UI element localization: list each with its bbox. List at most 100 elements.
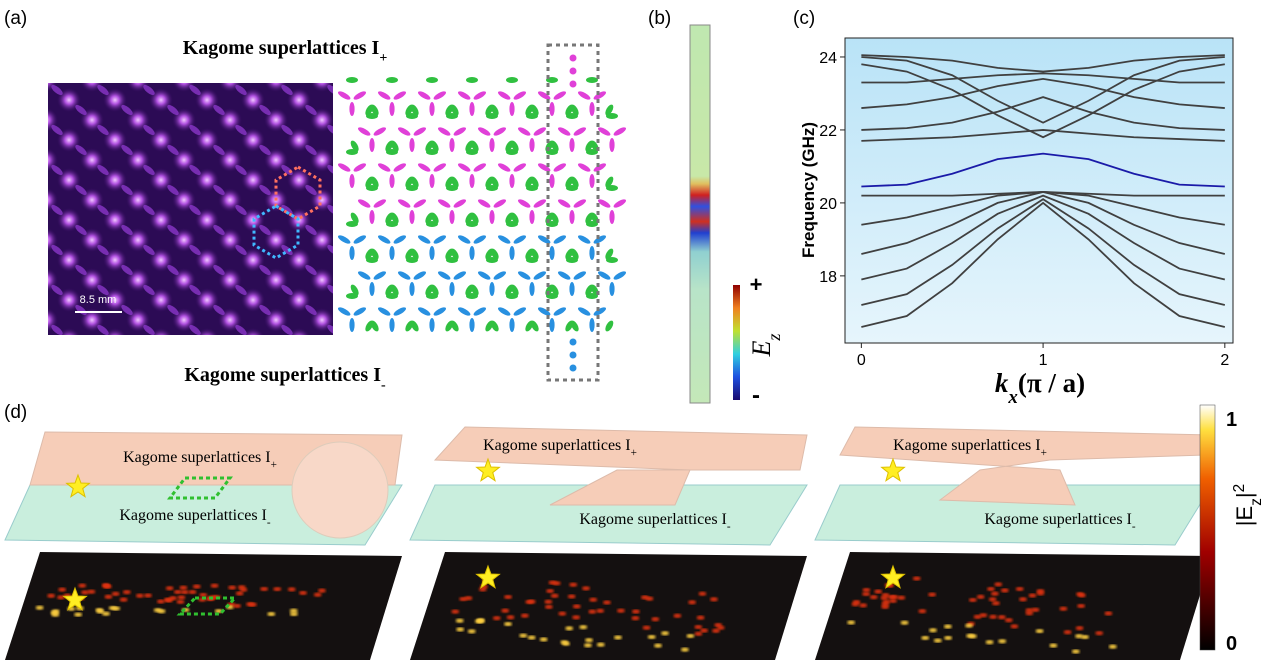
- hotspot: [544, 604, 553, 609]
- hotspot: [192, 584, 201, 589]
- hotspot: [928, 628, 937, 633]
- resonator: [398, 199, 411, 208]
- resonator: [426, 149, 438, 155]
- resonator: [530, 248, 539, 260]
- resonator: [353, 163, 366, 172]
- hotspot: [921, 635, 930, 640]
- y-axis-label: Frequency (GHz): [799, 122, 818, 258]
- hotspot: [156, 599, 165, 604]
- hotspot: [558, 611, 567, 616]
- hotspot: [994, 582, 1003, 587]
- label-main: |E: [1232, 506, 1257, 526]
- band-line: [861, 54, 1225, 73]
- resonator: [593, 307, 606, 316]
- hotspot: [1010, 624, 1019, 629]
- resonator: [489, 282, 495, 296]
- hotspot: [1035, 629, 1044, 634]
- hotspot: [246, 602, 255, 607]
- resonator: [430, 140, 439, 152]
- hotspot: [596, 642, 605, 647]
- resonator: [358, 271, 371, 280]
- resonator: [605, 104, 614, 116]
- resonator: [606, 113, 618, 119]
- resonator: [413, 127, 426, 136]
- hotspot: [527, 635, 536, 640]
- hotspot: [519, 633, 528, 638]
- hotspot: [651, 617, 660, 622]
- resonator: [513, 91, 526, 100]
- resonator: [490, 248, 499, 260]
- resonator: [426, 293, 438, 299]
- resonator: [518, 271, 531, 280]
- resonator: [609, 138, 615, 152]
- resonator: [509, 246, 515, 260]
- hotspot: [1059, 606, 1068, 611]
- resonator: [433, 91, 446, 100]
- hotspot: [273, 587, 282, 592]
- panel-d: Kagome superlattices I+ Kagome superlatti…: [4, 426, 1213, 660]
- resonator: [478, 271, 491, 280]
- hotspot: [74, 612, 83, 617]
- resonator: [570, 176, 579, 188]
- hotspot: [101, 611, 110, 616]
- hotspot: [35, 605, 44, 610]
- hotspot: [550, 593, 559, 598]
- label: Kagome superlattices I-: [119, 507, 271, 529]
- resonator: [369, 210, 375, 224]
- resonator: [390, 284, 399, 296]
- hotspot: [1075, 626, 1084, 631]
- hotspot: [179, 585, 188, 590]
- hotspot: [504, 594, 513, 599]
- resonator: [433, 307, 446, 316]
- resonator: [458, 235, 471, 244]
- hotspot: [267, 612, 276, 617]
- band-line: [861, 194, 1226, 281]
- resonator: [398, 271, 411, 280]
- label-main: Kagome superlattices I: [183, 37, 380, 59]
- hotspot: [596, 608, 605, 613]
- hotspot: [888, 598, 897, 603]
- hotspot: [546, 588, 555, 593]
- hotspot: [965, 623, 974, 628]
- resonator: [470, 284, 479, 296]
- resonator: [350, 284, 359, 296]
- label-sub: +: [271, 459, 277, 471]
- resonator: [589, 246, 595, 260]
- resonator: [358, 127, 371, 136]
- panel-label: (c): [793, 8, 815, 29]
- resonator: [469, 174, 475, 188]
- resonator: [526, 185, 538, 191]
- dark-plane: [815, 552, 1212, 660]
- resonator: [498, 307, 511, 316]
- hotspot: [81, 590, 90, 595]
- band-line: [861, 201, 1226, 328]
- panel-label: (d): [4, 402, 27, 423]
- resonator: [453, 127, 466, 136]
- hotspot: [78, 583, 87, 588]
- hotspot: [1000, 588, 1009, 593]
- hotspot: [176, 599, 185, 604]
- hotspot: [661, 631, 670, 636]
- band-line: [861, 152, 1225, 188]
- resonator: [429, 174, 435, 188]
- hotspot: [210, 583, 219, 588]
- region-plus: [433, 426, 808, 506]
- resonator: [566, 257, 578, 263]
- resonator: [605, 320, 614, 332]
- dark-plane: [5, 552, 402, 660]
- resonator: [550, 140, 559, 152]
- label-sub: x: [1007, 387, 1017, 408]
- field-image: [48, 83, 333, 335]
- resonator: [605, 248, 614, 260]
- hotspot: [588, 609, 597, 614]
- resonator: [338, 163, 351, 172]
- resonator: [613, 127, 626, 136]
- label: Kagome superlattices I+: [893, 437, 1047, 459]
- hotspot: [157, 609, 166, 614]
- resonator: [513, 235, 526, 244]
- resonator: [538, 91, 551, 100]
- hotspot: [492, 616, 501, 621]
- hotspot: [991, 601, 1000, 606]
- resonator: [510, 284, 519, 296]
- resonator: [433, 163, 446, 172]
